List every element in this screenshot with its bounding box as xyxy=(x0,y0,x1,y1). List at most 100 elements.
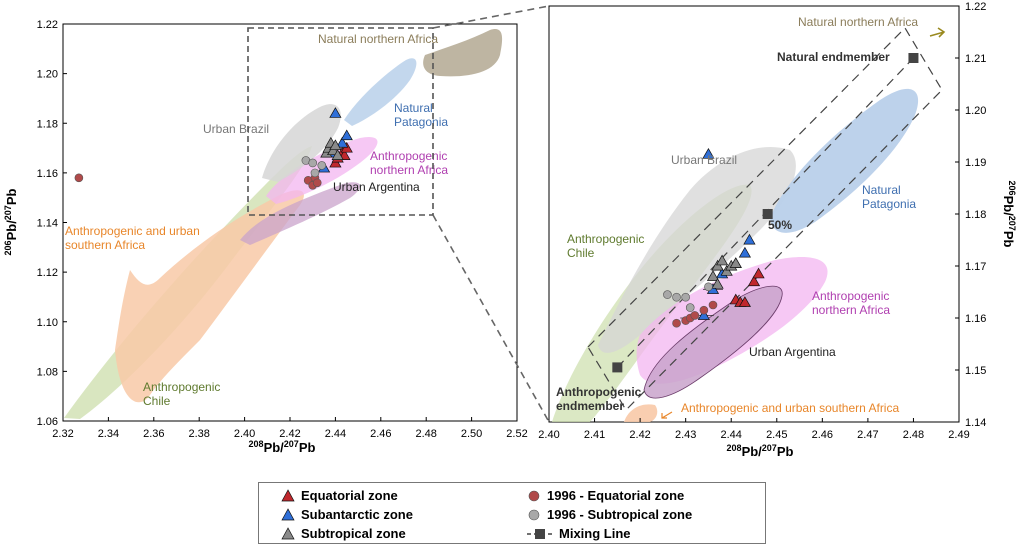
data-point-triangle xyxy=(738,246,751,258)
legend-item: Subtropical zone xyxy=(281,526,406,541)
data-point-triangle xyxy=(752,267,765,279)
region-label: Natural Patagonia xyxy=(862,183,916,211)
data-point-triangle xyxy=(697,309,710,320)
data-point-circle xyxy=(685,303,695,312)
data-point-triangle xyxy=(747,275,761,287)
region-label: Urban Argentina xyxy=(749,345,836,359)
y-tick-label: 1.20 xyxy=(37,69,58,81)
patagonia-region xyxy=(344,58,417,126)
x-tick-label: 2.36 xyxy=(143,428,164,440)
y-tick-label: 1.16 xyxy=(37,168,58,180)
region-label: Urban Brazil xyxy=(671,153,737,167)
region-label: Natural northern Africa xyxy=(798,15,918,29)
right-x-axis-label: 208Pb/207Pb xyxy=(727,443,794,459)
region-label: Urban Argentina xyxy=(333,180,420,194)
urban-brazil-region xyxy=(262,104,341,182)
region-label: Anthropogenic Chile xyxy=(143,380,220,408)
legend-item-label: Equatorial zone xyxy=(301,488,398,503)
region-label: Anthropogenic and urban southern Africa xyxy=(65,224,200,252)
x-tick-label: 2.42 xyxy=(279,428,300,440)
data-point-circle xyxy=(308,158,318,168)
legend-item-label: 1996 - Equatorial zone xyxy=(547,488,685,503)
off-chart-arrow-icon xyxy=(929,27,946,38)
data-point-circle xyxy=(317,161,327,170)
y-tick-label: 1.16 xyxy=(965,313,986,325)
data-point-triangle xyxy=(720,264,733,276)
legend-marker-icon xyxy=(281,488,295,501)
y-tick-label: 1.21 xyxy=(965,53,986,65)
data-point-triangle xyxy=(329,139,342,151)
left-panel: 2.32 2.34 2.36 2.38 2.40 2.42 2.44 2.46 2.48 2.50… xyxy=(3,19,528,455)
legend-marker-icon xyxy=(528,509,540,520)
x-tick-label: 2.40 xyxy=(538,429,559,441)
region-label: Anthropogenic northern Africa xyxy=(812,289,890,317)
data-point-circle xyxy=(699,305,709,315)
legend-item: Subantarctic zone xyxy=(281,507,413,522)
legend-item-label: Subantarctic zone xyxy=(301,507,413,522)
y-tick-label: 1.18 xyxy=(965,209,986,221)
x-tick-label: 2.41 xyxy=(584,429,605,441)
legend-item-label: Subtropical zone xyxy=(301,526,406,541)
region-label: Anthropogenic and urban southern Africa xyxy=(681,401,899,415)
mixing-line-point xyxy=(908,53,919,63)
region-label: Natural northern Africa xyxy=(318,32,438,46)
x-tick-label: 2.42 xyxy=(629,429,650,441)
data-point-circle xyxy=(704,282,713,292)
right-region-shapes xyxy=(552,88,919,422)
data-point-triangle xyxy=(711,277,724,289)
y-tick-label: 1.12 xyxy=(37,267,58,279)
legend-item: 1996 - Equatorial zone xyxy=(527,488,684,503)
data-point-triangle xyxy=(702,147,715,159)
data-point-triangle xyxy=(738,296,751,307)
mixing-line-point xyxy=(762,209,773,219)
mixing-line-point xyxy=(612,362,623,373)
x-tick-label: 2.43 xyxy=(675,429,696,441)
x-tick-label: 2.49 xyxy=(948,429,969,441)
legend-item: 1996 - Subtropical zone xyxy=(527,507,692,522)
x-tick-label: 2.52 xyxy=(506,428,527,440)
x-tick-label: 2.45 xyxy=(766,429,787,441)
left-x-axis-label: 208Pb/207Pb xyxy=(249,439,316,455)
legend-marker-icon xyxy=(281,526,295,539)
zoom-box xyxy=(247,27,434,216)
southern-africa-arrow-icon xyxy=(661,411,673,419)
data-point-circle xyxy=(690,311,700,320)
legend-item: Mixing Line xyxy=(527,526,631,541)
left-region-labels: Natural northern Africa Natural Patagonia U… xyxy=(65,32,448,408)
fifty-percent-label: 50% xyxy=(768,218,792,232)
x-tick-label: 2.50 xyxy=(461,428,482,440)
data-point-triangle xyxy=(716,254,729,266)
x-tick-label: 2.32 xyxy=(52,428,73,440)
data-point-circle xyxy=(708,300,718,310)
data-point-triangle xyxy=(743,233,756,245)
left-data-points xyxy=(74,107,353,190)
x-tick-label: 2.46 xyxy=(370,428,391,440)
urban-argentina-region xyxy=(240,182,361,245)
right-panel: 2.40 2.41 2.42 2.43 2.44 2.45 2.46 2.47 2.48 2.49… xyxy=(538,1,1017,459)
data-point-triangle xyxy=(340,129,353,141)
y-tick-label: 1.14 xyxy=(965,417,986,429)
x-tick-label: 2.38 xyxy=(188,428,209,440)
x-tick-label: 2.47 xyxy=(857,429,878,441)
y-tick-label: 1.17 xyxy=(965,261,986,273)
left-y-axis-label: 206Pb/207Pb xyxy=(3,188,19,255)
x-tick-label: 2.40 xyxy=(234,428,255,440)
patagonia-region xyxy=(770,88,919,233)
data-point-triangle xyxy=(711,259,724,271)
y-tick-label: 1.20 xyxy=(965,105,986,117)
data-point-circle xyxy=(310,168,320,178)
legend-marker-icon xyxy=(528,490,540,501)
x-tick-label: 2.44 xyxy=(325,428,346,440)
natural-endmember-label: Natural endmember xyxy=(777,50,890,64)
region-label: Anthropogenic northern Africa xyxy=(370,149,448,177)
left-axis-ticks: 2.32 2.34 2.36 2.38 2.40 2.42 2.44 2.46 2.48 2.50… xyxy=(37,19,528,440)
y-tick-label: 1.14 xyxy=(37,218,58,230)
data-point-triangle xyxy=(706,270,720,281)
data-point-circle xyxy=(672,292,681,302)
region-label: Natural Patagonia xyxy=(394,101,448,129)
legend-item: Equatorial zone xyxy=(281,488,398,503)
right-y-axis-label: 206Pb/207Pb xyxy=(1001,181,1017,248)
y-tick-label: 1.10 xyxy=(37,317,58,329)
legend-marker-icon xyxy=(281,507,295,520)
data-point-circle xyxy=(672,318,681,328)
